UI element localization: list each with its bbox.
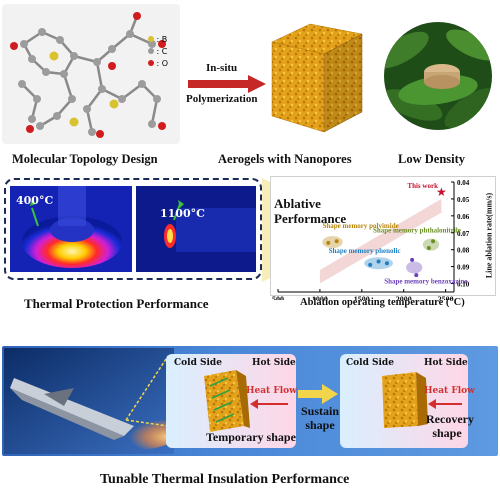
thermal-image-400c	[10, 186, 132, 272]
caption-molecular-topology: Molecular Topology Design	[12, 152, 158, 166]
sustain-shape-label: Sustain shape	[300, 404, 340, 432]
process-arrow-icon	[188, 75, 266, 93]
series-region	[422, 238, 440, 251]
x-tick-label: 1000	[312, 295, 328, 300]
boron-dot-icon	[148, 36, 154, 42]
arrow-label-polymerization: Polymerization	[186, 93, 258, 105]
chart-x-axis-label: Ablation operating temperature (°C)	[300, 297, 465, 308]
trend-band	[319, 198, 442, 284]
left-heat-flow-arrow-icon	[250, 399, 288, 409]
chart-y-axis-label: Line ablation rate(mm/s)	[484, 192, 494, 279]
series-region	[322, 236, 343, 249]
right-heat-flow-arrow-icon	[428, 399, 462, 409]
temporary-shape-aerogel	[204, 370, 250, 432]
ablation-scatter-chart: 500 1000 1500 2000 2500 0.04 0.05 0.06 0.07 0.08 0…	[272, 179, 470, 300]
data-point	[410, 257, 415, 262]
left-cold-side: Cold Side	[174, 358, 222, 368]
data-point	[426, 246, 431, 250]
data-point	[376, 259, 381, 264]
caption-thermal-protection: Thermal Protection Performance	[24, 296, 209, 311]
data-point	[368, 262, 373, 267]
caption-low-density: Low Density	[398, 152, 466, 166]
right-heat-flow: Heat Flow	[424, 386, 475, 396]
left-heat-flow: Heat Flow	[246, 386, 297, 396]
caption-aerogels: Aerogels with Nanopores	[218, 152, 352, 166]
zoom-lines	[125, 355, 169, 427]
data-point-star: ★	[436, 185, 447, 199]
right-cold-side: Cold Side	[346, 358, 394, 368]
y-tick-label: 0.10	[457, 281, 470, 289]
series-label: Shape memory phthalonitrile	[373, 227, 461, 235]
thermal-images-frame	[4, 178, 262, 280]
y-tick-label: 0.08	[457, 247, 470, 255]
arrow-label-insitu: In-situ	[206, 62, 238, 74]
x-tick-label: 500	[272, 295, 284, 300]
data-point	[334, 239, 339, 244]
temp-label-1100: 1100°C	[160, 207, 205, 220]
data-point	[414, 273, 419, 278]
data-point	[431, 239, 436, 244]
right-hot-side: Hot Side	[424, 358, 468, 368]
molecular-structure-graphic	[10, 12, 166, 138]
recovery-shape-label: Recovery shape	[426, 412, 474, 440]
sustain-arrow-icon	[298, 384, 338, 404]
y-tick-label: 0.07	[457, 230, 470, 238]
temporary-shape-label: Temporary shape	[206, 430, 296, 444]
series-label: Shape memory benzoxazine	[384, 277, 467, 285]
data-point	[326, 240, 331, 245]
hypersonic-vehicle-graphic	[4, 348, 174, 454]
series-label: Shape memory polyimide	[322, 222, 398, 230]
temp-label-400: 400°C	[16, 194, 54, 207]
molecular-topology-panel: : B : C : O	[2, 4, 180, 144]
series-region	[406, 261, 423, 274]
chart-caption: Ablative Performance	[274, 196, 347, 226]
y-tick-label: 0.05	[457, 196, 470, 204]
oxygen-dot-icon	[148, 60, 154, 66]
thermal-image-1100c	[136, 186, 256, 272]
y-tick-label: 0.09	[457, 264, 470, 272]
atom-legend: : B : C : O	[148, 34, 168, 70]
y-tick-label: 0.06	[457, 213, 470, 221]
series-label: Shape memory phenolic	[329, 247, 401, 255]
x-tick-label: 1500	[354, 295, 370, 300]
bottom-title: Tunable Thermal Insulation Performance	[100, 472, 350, 487]
series-label: This work	[407, 182, 438, 190]
aerogel-cube-graphic	[271, 23, 363, 133]
recovery-shape-aerogel	[382, 372, 428, 428]
y-tick-label: 0.04	[457, 179, 470, 187]
left-hot-side: Hot Side	[252, 358, 296, 368]
x-tick-label: 2500	[438, 295, 454, 300]
data-point	[384, 261, 389, 266]
x-tick-label: 2000	[396, 295, 412, 300]
leaf-sample-photo	[384, 22, 492, 130]
carbon-dot-icon	[148, 48, 154, 54]
